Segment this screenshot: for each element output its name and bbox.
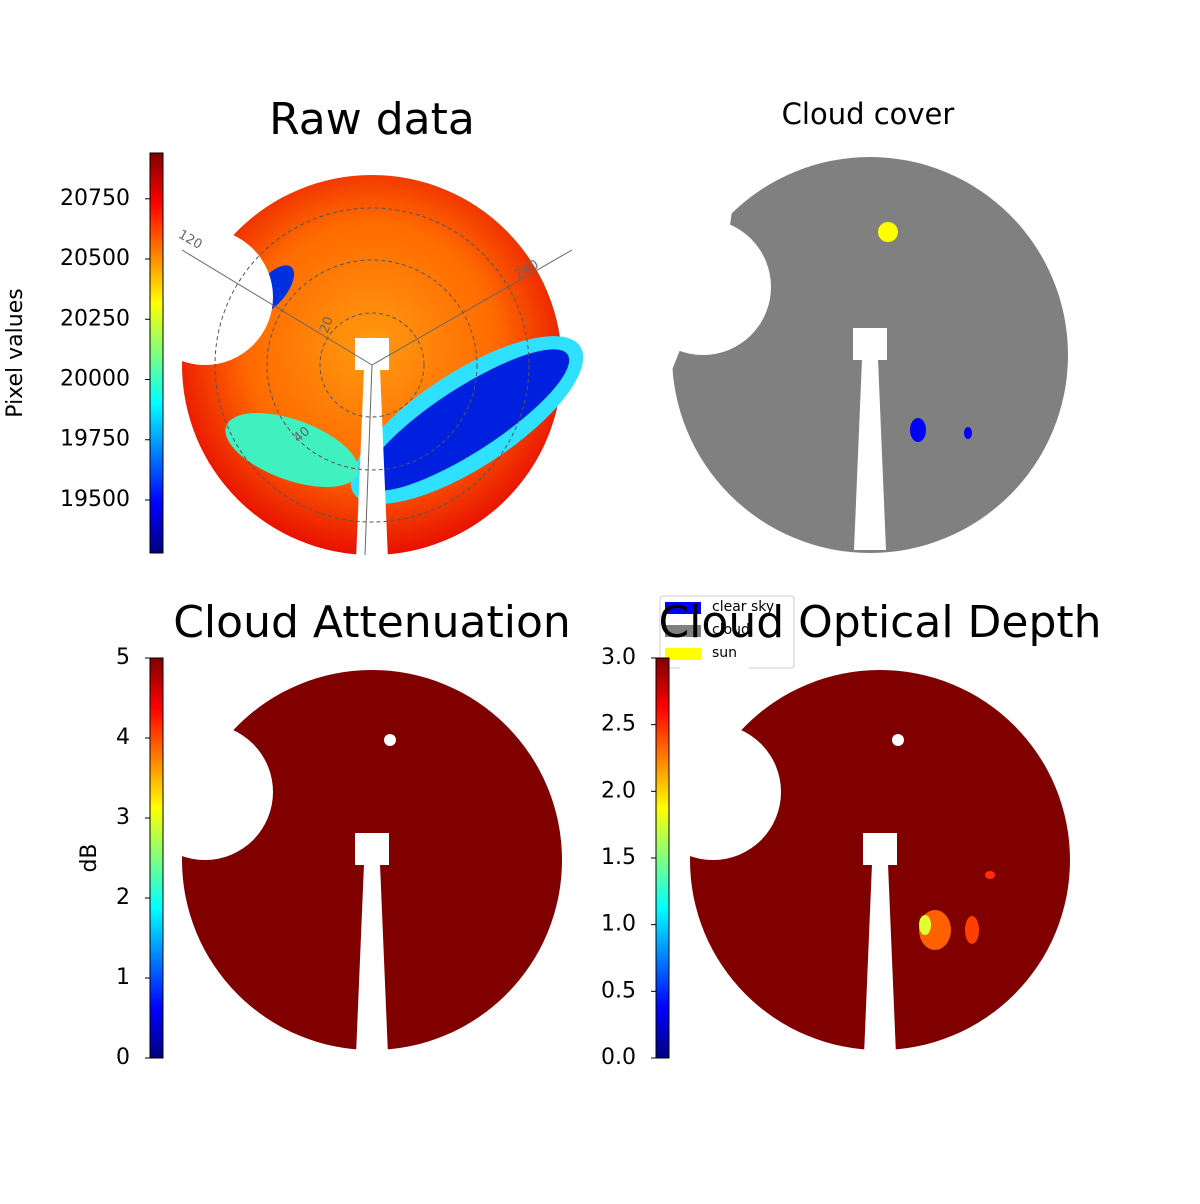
legend-swatch [665,602,701,614]
polar-grid [319,312,425,418]
mask-corner [670,155,740,375]
clear-patch [964,427,972,439]
colorbar-tick-label: 19500 [60,487,130,512]
mask-arm [356,864,388,1055]
colorbar-tick-label: 19750 [60,427,130,452]
colorbar-tick-label: 20250 [60,306,130,331]
sun-mask [892,734,904,746]
polar-spoke [181,249,373,366]
sky-region [364,349,570,491]
colorbar-tick-label: 0.5 [601,978,636,1003]
legend-swatch [665,625,701,637]
cod-patch [965,916,979,944]
mask-arm [853,328,887,360]
legend-label: sun [712,645,737,661]
legend-swatch [665,648,701,660]
polar-spoke [364,364,373,556]
legend-label: clear sky [712,599,774,615]
mask-arm [854,359,886,550]
colorbar-tick-label: 2.5 [601,712,636,737]
colorbar-tick-label: 2.0 [601,778,636,803]
sun-marker [878,222,898,242]
legend-label: cloud [712,622,750,638]
colorbar-tick-label: 1 [116,965,130,990]
colorbar-tick-label: 20500 [60,246,130,271]
colorbar-tick-label: 0 [116,1045,130,1070]
cod-patch [919,915,931,935]
mask-corner [680,660,750,880]
polar-grid [214,207,530,523]
colorbar-label: Pixel values [3,288,28,417]
mask-arm [863,833,897,865]
polar-grid [266,259,478,471]
colorbar-tick-label: 1.5 [601,845,636,870]
cod-patch [985,871,995,879]
panel-title: Cloud cover [782,97,955,131]
colorbar [149,152,164,554]
colorbar-tick-label: 0.0 [601,1045,636,1070]
panel-title: Cloud Optical Depth [658,597,1101,648]
colorbar-label: dB [77,843,102,872]
panel-title: Raw data [269,94,475,145]
panel-title: Cloud Attenuation [173,597,571,648]
polar-spoke [371,249,573,366]
polar-label: 20 [317,315,337,336]
colorbar-tick-label: 4 [116,725,130,750]
clear-patch [910,418,926,442]
mask-corner [172,660,242,880]
mask-corner [172,165,242,385]
mask-arm [355,833,389,865]
colorbar-tick-label: 5 [116,645,130,670]
colorbar-tick-label: 20000 [60,367,130,392]
mask-arm [864,864,896,1055]
colorbar [655,657,670,1059]
sky-region [225,413,359,487]
colorbar-tick-label: 3.0 [601,645,636,670]
colorbar-tick-label: 2 [116,885,130,910]
sun-mask [384,734,396,746]
colorbar-tick-label: 1.0 [601,912,636,937]
colorbar-tick-label: 20750 [60,186,130,211]
colorbar-tick-label: 3 [116,805,130,830]
colorbar [149,657,164,1059]
